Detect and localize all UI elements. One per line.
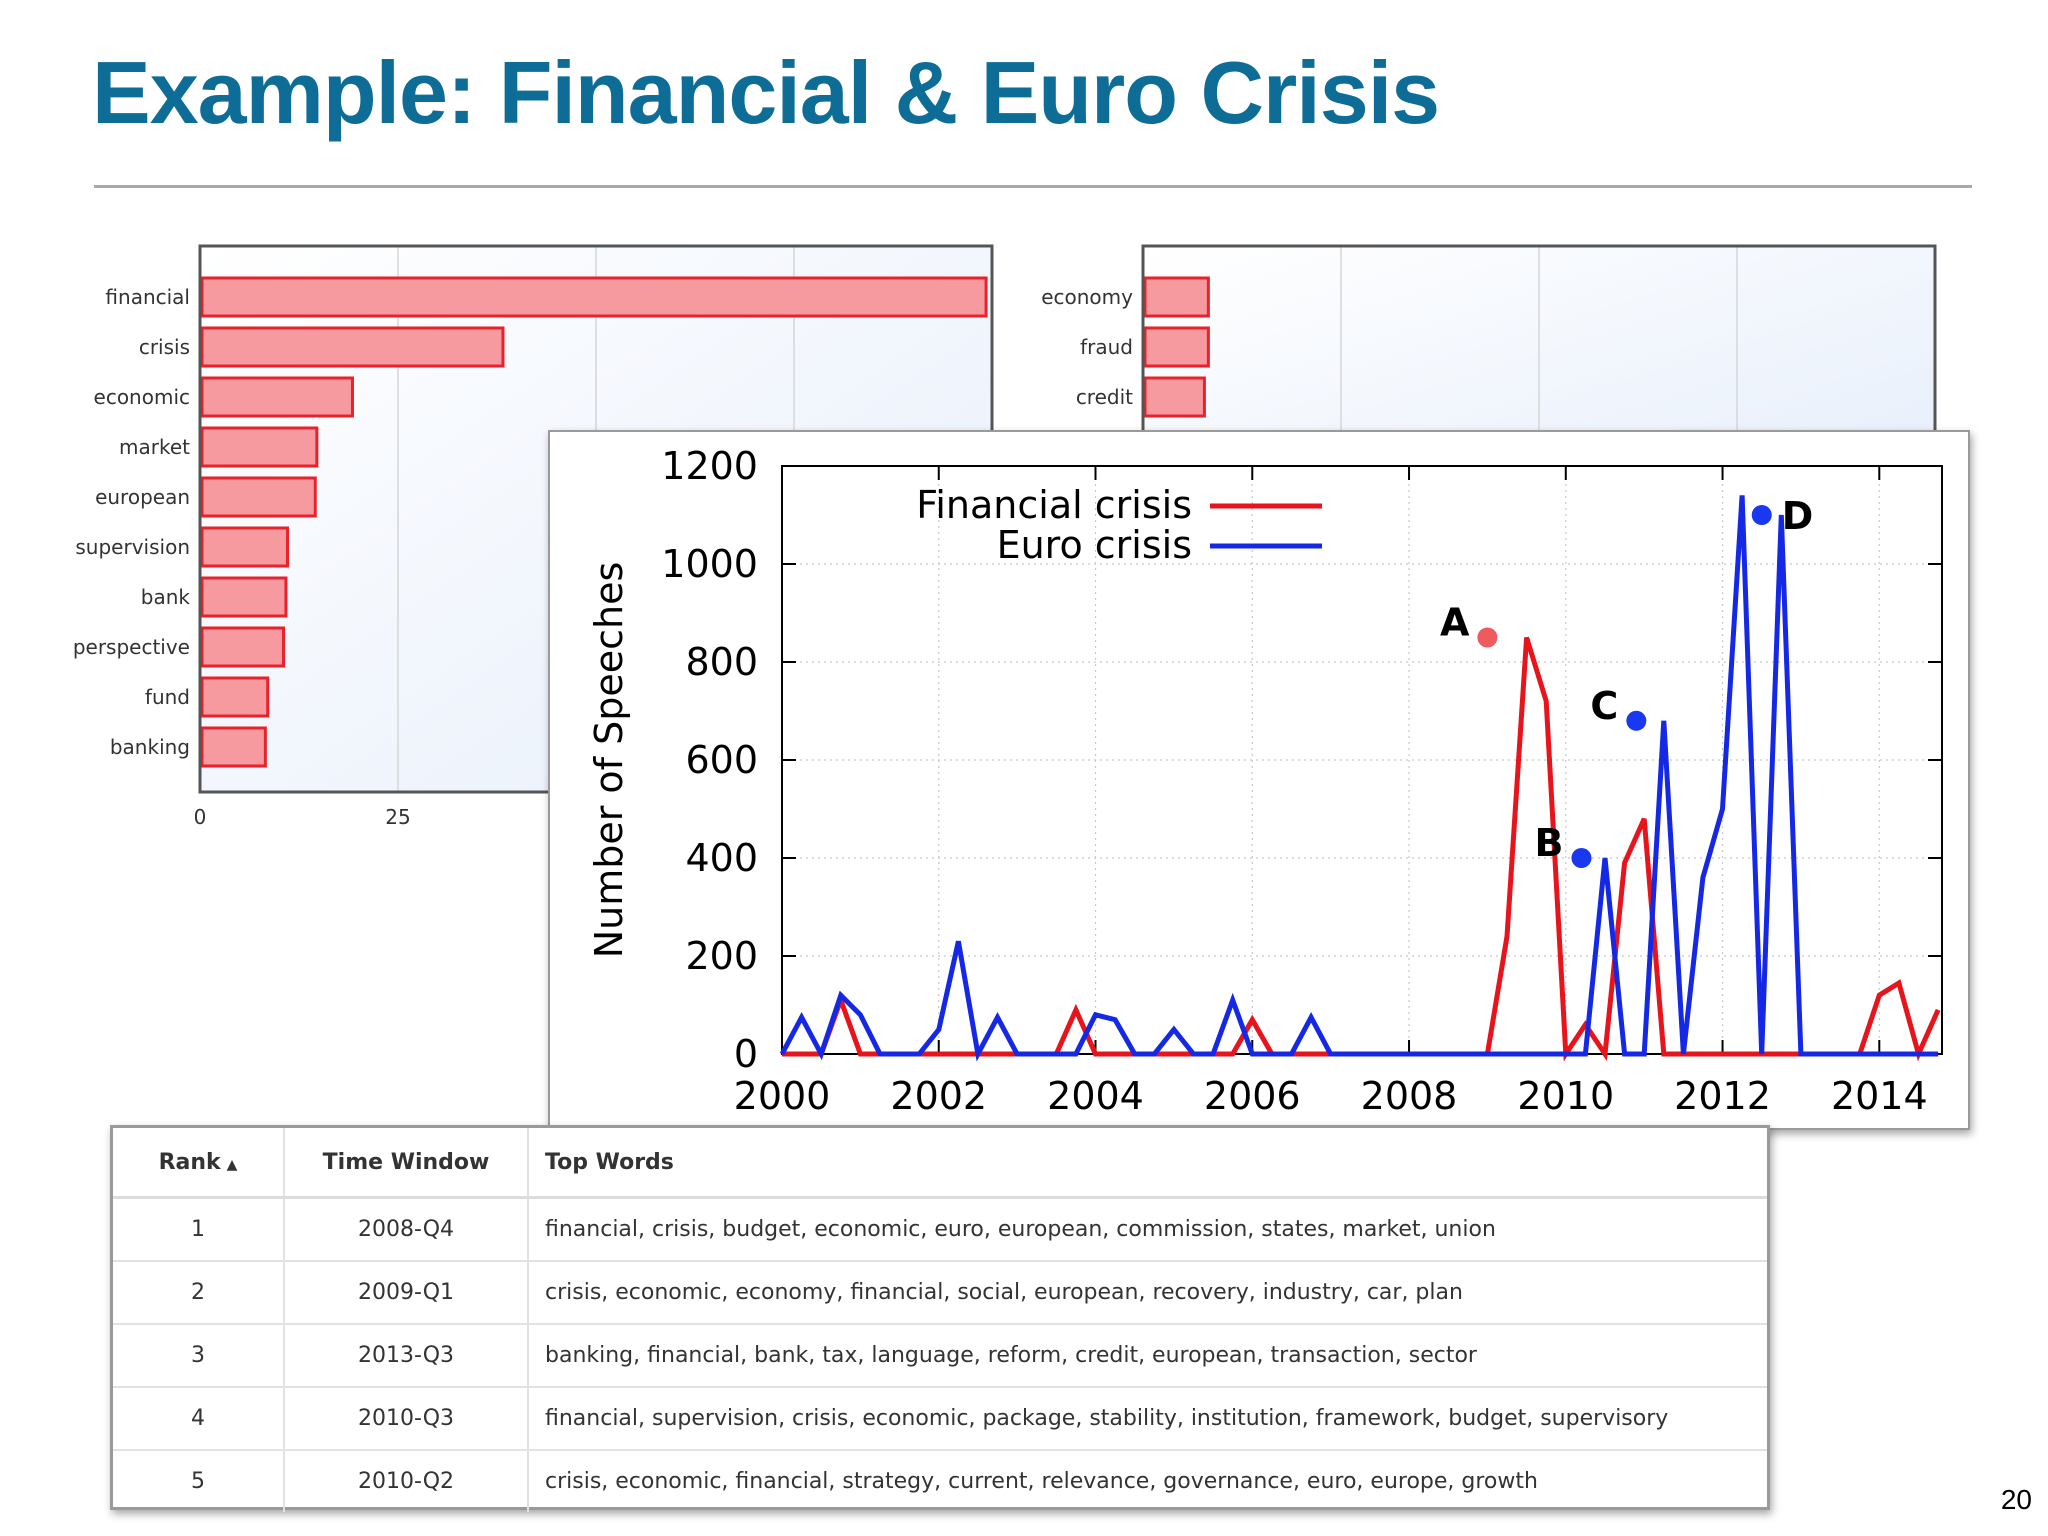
table-cell-time-window: 2008-Q4 xyxy=(284,1197,529,1262)
category-label-european: european xyxy=(95,485,190,509)
category-label-credit: credit xyxy=(1076,385,1133,409)
bar-supervision xyxy=(200,526,290,568)
y-axis-label: Number of Speeches xyxy=(587,562,631,959)
bar-banking xyxy=(200,726,267,768)
table-cell-top-words: crisis, economic, financial, strategy, c… xyxy=(545,1469,1538,1494)
table-cell-time-window: 2009-Q1 xyxy=(284,1261,529,1325)
title-divider xyxy=(94,185,1972,188)
category-label-bank: bank xyxy=(141,585,191,609)
table-cell-rank: 4 xyxy=(113,1387,285,1451)
x-tick-label-2010: 2010 xyxy=(1517,1074,1614,1118)
top-words-table: Rank ▲ Time Window Top Words 1 2008-Q4 fi… xyxy=(110,1125,1770,1512)
bar-credit xyxy=(1143,376,1206,418)
x-tick-label-2006: 2006 xyxy=(1204,1074,1301,1118)
annotation-marker-a xyxy=(1477,627,1498,648)
column-header-rank[interactable]: Rank ▲ xyxy=(113,1128,285,1199)
tick-label-0: 0 xyxy=(194,805,207,829)
table-cell-rank: 5 xyxy=(113,1450,285,1512)
y-tick-label-1000: 1000 xyxy=(661,542,758,586)
category-label-banking: banking xyxy=(110,735,190,759)
category-label-perspective: perspective xyxy=(73,635,190,659)
table-row: 1 2008-Q4 financial, crisis, budget, eco… xyxy=(113,1197,1767,1262)
line-chart-svg: 0 200 400 600 800 1000 1200 2000 2002 2004 2006 200… xyxy=(587,444,1943,1118)
column-header-time-window[interactable]: Time Window xyxy=(284,1128,529,1199)
category-label-supervision: supervision xyxy=(75,535,190,559)
bar-fraud xyxy=(1143,326,1210,368)
y-tick-label-600: 600 xyxy=(685,738,758,782)
table-row: 5 2010-Q2 crisis, economic, financial, s… xyxy=(113,1450,1767,1512)
annotation-marker-d xyxy=(1751,505,1772,525)
annotation-marker-c xyxy=(1626,710,1647,731)
category-label-economy: economy xyxy=(1041,285,1133,309)
sort-ascending-icon[interactable]: ▲ xyxy=(226,1156,238,1173)
bar-economy xyxy=(1143,276,1210,318)
category-label-fund: fund xyxy=(145,685,190,709)
x-tick-label-2012: 2012 xyxy=(1674,1074,1771,1118)
bar-fund xyxy=(200,676,270,718)
table-row: 3 2013-Q3 banking, financial, bank, tax,… xyxy=(113,1324,1767,1388)
y-tick-label-400: 400 xyxy=(685,836,758,880)
page-number: 20 xyxy=(2000,1484,2032,1515)
bar-chart-2-svg: economy fraud credit xyxy=(1041,244,1937,498)
column-header-top-words[interactable]: Top Words xyxy=(528,1128,1767,1199)
bar-european xyxy=(200,476,317,518)
annotation-label-b: B xyxy=(1534,821,1563,865)
table-cell-top-words: financial, supervision, crisis, economic… xyxy=(528,1387,1767,1451)
annotation-label-a: A xyxy=(1440,601,1470,645)
category-label-market: market xyxy=(119,435,190,459)
annotation-marker-b xyxy=(1571,848,1592,868)
bar-financial xyxy=(200,276,988,318)
x-tick-label-2000: 2000 xyxy=(734,1074,831,1118)
table-row: 4 2010-Q3 financial, supervision, crisis… xyxy=(113,1387,1767,1451)
y-tick-label-800: 800 xyxy=(685,640,758,684)
table-cell-top-words: crisis, economic, economy, financial, so… xyxy=(528,1261,1767,1325)
bar-market xyxy=(200,426,319,468)
table-row: 2 2009-Q1 crisis, economic, economy, fin… xyxy=(113,1261,1767,1325)
tick-label-25: 25 xyxy=(385,805,410,829)
top-words-table-grid: Rank ▲ Time Window Top Words 1 2008-Q4 fi… xyxy=(113,1128,1767,1512)
table-cell-rank: 1 xyxy=(113,1197,285,1262)
x-tick-label-2014: 2014 xyxy=(1831,1074,1928,1118)
bar-crisis xyxy=(200,326,505,368)
speeches-line-chart: 0 200 400 600 800 1000 1200 2000 2002 2004 2006 200… xyxy=(548,430,1970,1130)
table-cell-rank: 3 xyxy=(113,1324,285,1388)
table-cell-time-window: 2010-Q2 xyxy=(284,1450,529,1512)
bar-bank xyxy=(200,576,288,618)
category-label-crisis: crisis xyxy=(139,335,190,359)
legend-label-financial-crisis: Financial crisis xyxy=(916,483,1192,527)
category-label-economic: economic xyxy=(94,385,190,409)
table-cell-time-window: 2010-Q3 xyxy=(284,1387,529,1451)
series-line-euro-crisis xyxy=(779,495,1939,1062)
column-header-rank-label: Rank xyxy=(158,1149,221,1175)
y-tick-label-0: 0 xyxy=(734,1032,758,1076)
table-cell-time-window: 2013-Q3 xyxy=(284,1324,529,1388)
word-frequency-bar-chart-2: economy fraud credit xyxy=(1010,240,1950,498)
y-tick-label-200: 200 xyxy=(685,934,758,978)
annotation-label-d: D xyxy=(1782,494,1814,538)
x-tick-label-2008: 2008 xyxy=(1361,1074,1458,1118)
legend-label-euro-crisis: Euro crisis xyxy=(997,523,1192,567)
x-tick-label-2004: 2004 xyxy=(1047,1074,1144,1118)
table-header-row: Rank ▲ Time Window Top Words xyxy=(113,1128,1767,1199)
y-tick-label-1200: 1200 xyxy=(661,444,758,488)
table-cell-top-words: banking, financial, bank, tax, language,… xyxy=(528,1324,1767,1388)
x-tick-label-2002: 2002 xyxy=(890,1074,987,1118)
category-label-financial: financial xyxy=(105,285,190,309)
bar-economic xyxy=(200,376,354,418)
category-label-fraud: fraud xyxy=(1080,335,1133,359)
table-cell-rank: 2 xyxy=(113,1261,285,1325)
annotation-label-c: C xyxy=(1590,684,1618,728)
slide-title: Example: Financial & Euro Crisis xyxy=(92,43,1440,142)
bar-perspective xyxy=(200,626,286,668)
table-cell-top-words: financial, crisis, budget, economic, eur… xyxy=(528,1197,1767,1262)
